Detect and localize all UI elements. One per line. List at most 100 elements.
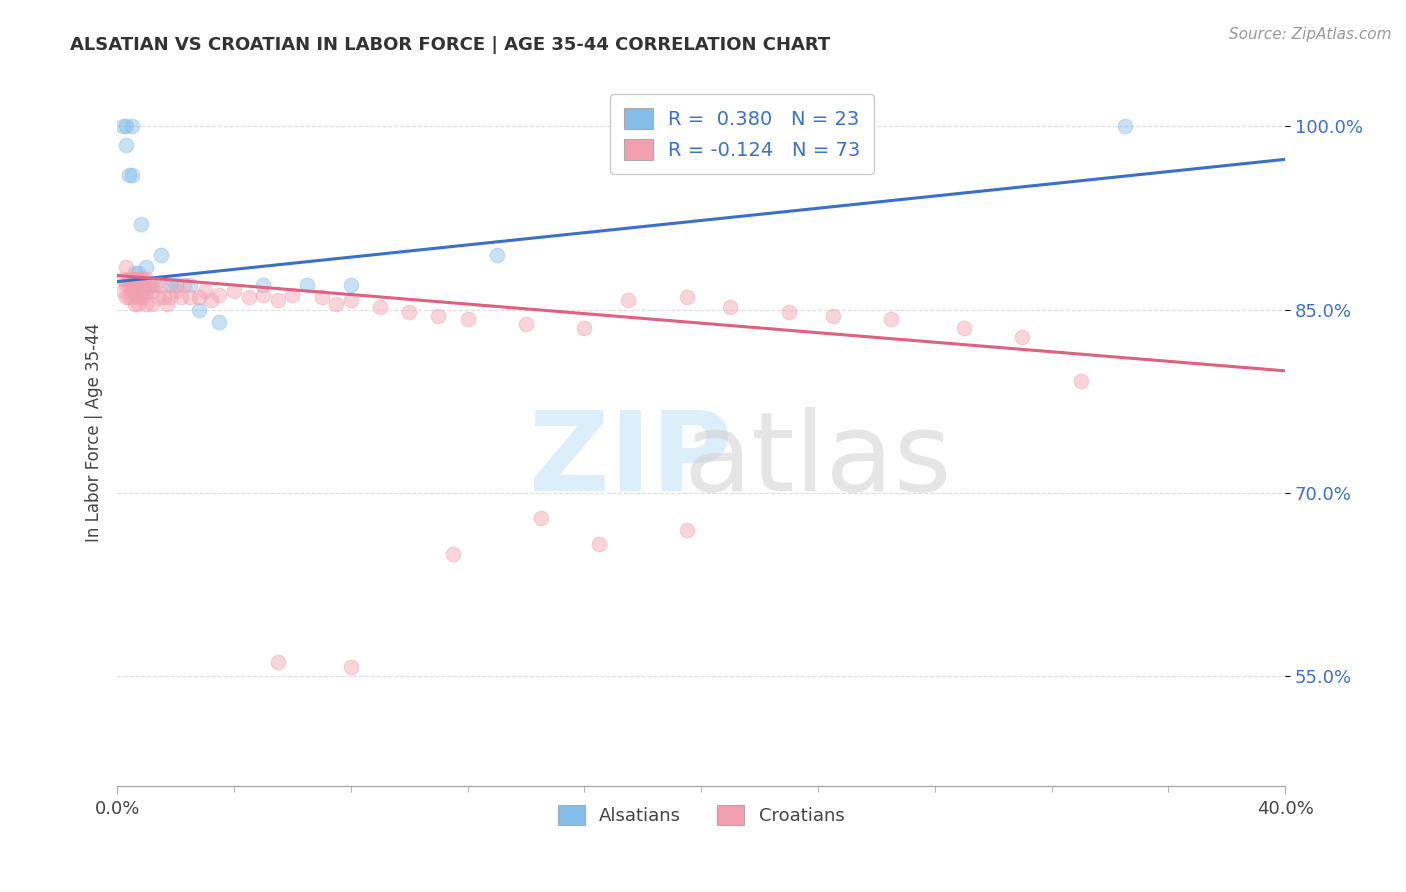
Text: ALSATIAN VS CROATIAN IN LABOR FORCE | AGE 35-44 CORRELATION CHART: ALSATIAN VS CROATIAN IN LABOR FORCE | AG… — [70, 36, 831, 54]
Point — [187, 291, 209, 305]
Point — [115, 278, 138, 293]
Point — [127, 278, 149, 293]
Point — [427, 309, 450, 323]
Point — [127, 291, 149, 305]
Point — [311, 291, 333, 305]
Point — [222, 285, 245, 299]
Point — [124, 272, 146, 286]
Point — [880, 312, 903, 326]
Point — [129, 217, 152, 231]
Point — [1011, 329, 1033, 343]
Point — [194, 285, 217, 299]
Point — [141, 285, 163, 299]
Point — [150, 278, 173, 293]
Point — [574, 321, 596, 335]
Point — [588, 537, 610, 551]
Point — [115, 120, 138, 134]
Point — [173, 278, 195, 293]
Point — [238, 291, 260, 305]
Legend: Alsatians, Croatians: Alsatians, Croatians — [548, 797, 853, 834]
Point — [121, 285, 143, 299]
Point — [675, 523, 697, 537]
Point — [141, 296, 163, 310]
Point — [953, 321, 976, 335]
Point — [156, 296, 179, 310]
Point — [675, 291, 697, 305]
Point — [398, 305, 420, 319]
Point — [138, 278, 160, 293]
Point — [121, 291, 143, 305]
Point — [267, 293, 290, 307]
Point — [281, 288, 304, 302]
Point — [132, 291, 155, 305]
Point — [778, 305, 800, 319]
Point — [129, 278, 152, 293]
Point — [179, 291, 201, 305]
Point — [146, 291, 169, 305]
Point — [485, 248, 508, 262]
Point — [339, 659, 361, 673]
Point — [295, 278, 318, 293]
Point — [115, 291, 138, 305]
Point — [121, 168, 143, 182]
Point — [124, 296, 146, 310]
Point — [821, 309, 844, 323]
Point — [1070, 374, 1092, 388]
Point — [208, 288, 231, 302]
Point — [457, 312, 479, 326]
Text: ZIP: ZIP — [530, 407, 733, 514]
Point — [150, 248, 173, 262]
Point — [112, 285, 135, 299]
Point — [441, 547, 464, 561]
Point — [617, 293, 640, 307]
Text: atlas: atlas — [683, 407, 952, 514]
Point — [159, 291, 181, 305]
Point — [252, 288, 274, 302]
Point — [187, 302, 209, 317]
Point — [127, 266, 149, 280]
Point — [132, 272, 155, 286]
Point — [368, 300, 391, 314]
Point — [121, 278, 143, 293]
Point — [121, 272, 143, 286]
Point — [127, 272, 149, 286]
Point — [135, 296, 157, 310]
Point — [143, 278, 166, 293]
Point — [129, 272, 152, 286]
Text: Source: ZipAtlas.com: Source: ZipAtlas.com — [1229, 27, 1392, 42]
Point — [118, 291, 141, 305]
Point — [121, 120, 143, 134]
Point — [115, 260, 138, 274]
Point — [339, 293, 361, 307]
Point — [112, 272, 135, 286]
Point — [135, 272, 157, 286]
Point — [127, 296, 149, 310]
Y-axis label: In Labor Force | Age 35-44: In Labor Force | Age 35-44 — [86, 322, 103, 541]
Point — [135, 285, 157, 299]
Point — [118, 168, 141, 182]
Point — [200, 293, 222, 307]
Point — [132, 285, 155, 299]
Point — [179, 278, 201, 293]
Point — [129, 291, 152, 305]
Point — [135, 260, 157, 274]
Point — [252, 278, 274, 293]
Point — [153, 291, 176, 305]
Point — [1114, 120, 1136, 134]
Point — [515, 318, 537, 332]
Point — [165, 278, 187, 293]
Point — [118, 272, 141, 286]
Point — [339, 278, 361, 293]
Point — [267, 655, 290, 669]
Point — [124, 266, 146, 280]
Point — [124, 285, 146, 299]
Point — [529, 510, 551, 524]
Point — [118, 278, 141, 293]
Point — [718, 300, 741, 314]
Point — [165, 285, 187, 299]
Point — [325, 296, 347, 310]
Point — [170, 291, 193, 305]
Point — [141, 278, 163, 293]
Point — [208, 315, 231, 329]
Point — [112, 120, 135, 134]
